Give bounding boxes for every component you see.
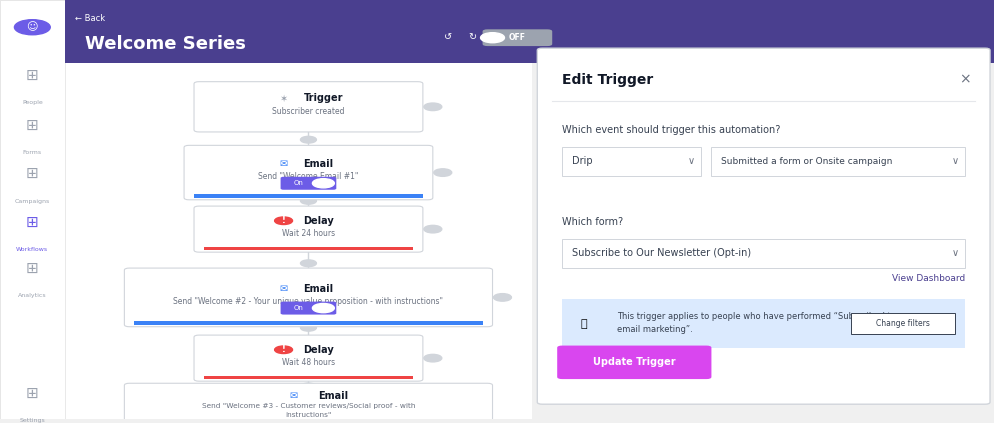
Text: ↻: ↻ [468, 32, 476, 42]
Text: ∨: ∨ [950, 156, 958, 166]
Text: Drip: Drip [572, 156, 592, 166]
Circle shape [480, 33, 504, 43]
Text: On: On [293, 305, 303, 311]
Text: ⊞: ⊞ [26, 166, 39, 181]
Text: Subscribe to Our Newsletter (Opt-in): Subscribe to Our Newsletter (Opt-in) [572, 248, 750, 258]
Text: ⊞: ⊞ [26, 261, 39, 275]
Text: Change filters: Change filters [875, 319, 929, 328]
Text: !: ! [281, 216, 285, 225]
Text: Welcome Series: Welcome Series [84, 35, 246, 53]
Text: On: On [293, 180, 303, 186]
FancyBboxPatch shape [0, 0, 65, 419]
Text: ← Back: ← Back [75, 14, 104, 23]
Text: ↺: ↺ [443, 32, 451, 42]
Text: Which form?: Which form? [562, 217, 622, 227]
Text: Which event should trigger this automation?: Which event should trigger this automati… [562, 125, 779, 135]
Circle shape [15, 20, 50, 35]
Text: View Dashboard: View Dashboard [891, 274, 964, 283]
Circle shape [274, 217, 292, 225]
Text: email marketing”.: email marketing”. [616, 325, 692, 334]
FancyBboxPatch shape [65, 0, 994, 63]
Text: ⊞: ⊞ [26, 118, 39, 133]
Text: Analytics: Analytics [18, 293, 47, 298]
Circle shape [300, 136, 316, 143]
Text: Send "Welcome #2 - Your unique value proposition - with instructions": Send "Welcome #2 - Your unique value pro… [173, 297, 443, 306]
Text: ✶: ✶ [279, 93, 287, 104]
Text: ✉: ✉ [289, 391, 297, 401]
FancyBboxPatch shape [562, 147, 701, 176]
FancyBboxPatch shape [124, 268, 492, 327]
FancyBboxPatch shape [562, 239, 964, 268]
Circle shape [423, 103, 441, 110]
Text: People: People [22, 100, 43, 105]
Text: Email: Email [303, 159, 333, 169]
Circle shape [312, 303, 334, 313]
Text: This trigger applies to people who have performed “Subscribed to: This trigger applies to people who have … [616, 311, 895, 321]
Text: Trigger: Trigger [303, 93, 343, 104]
Text: Campaigns: Campaigns [15, 198, 50, 203]
Text: Email: Email [303, 284, 333, 294]
FancyBboxPatch shape [194, 335, 422, 381]
Text: instructions": instructions" [285, 412, 331, 418]
Text: Send "Welcome Email #1": Send "Welcome Email #1" [258, 172, 358, 181]
Bar [134, 321, 482, 324]
FancyBboxPatch shape [194, 82, 422, 132]
Circle shape [423, 225, 441, 233]
Text: ∨: ∨ [950, 248, 958, 258]
FancyBboxPatch shape [194, 206, 422, 252]
Text: ⊞: ⊞ [26, 386, 39, 401]
Circle shape [274, 346, 292, 354]
Text: OFF: OFF [508, 33, 526, 42]
Text: ⋯: ⋯ [492, 32, 502, 42]
Text: Submitted a form or Onsite campaign: Submitted a form or Onsite campaign [721, 157, 892, 166]
FancyBboxPatch shape [537, 48, 989, 404]
Text: ⊞: ⊞ [26, 68, 39, 83]
FancyBboxPatch shape [184, 146, 432, 200]
Text: Workflows: Workflows [16, 247, 49, 252]
FancyBboxPatch shape [65, 0, 532, 419]
Circle shape [300, 383, 316, 390]
Text: ∨: ∨ [687, 156, 695, 166]
Text: Send "Welcome #3 - Customer reviews/Social proof - with: Send "Welcome #3 - Customer reviews/Soci… [202, 403, 414, 409]
Text: ✉: ✉ [279, 284, 287, 294]
Bar [204, 247, 413, 250]
Text: Wait 24 hours: Wait 24 hours [281, 229, 335, 238]
Bar [194, 194, 422, 198]
Text: Settings: Settings [20, 418, 45, 423]
Circle shape [300, 324, 316, 331]
Text: ⊞: ⊞ [26, 214, 39, 230]
Text: Subscriber created: Subscriber created [272, 107, 344, 115]
Circle shape [433, 169, 451, 176]
Text: Email: Email [318, 391, 348, 401]
Text: Delay: Delay [303, 345, 334, 355]
FancyBboxPatch shape [280, 177, 336, 190]
Circle shape [312, 179, 334, 188]
Text: Delay: Delay [303, 216, 334, 226]
Text: Forms: Forms [23, 151, 42, 155]
Text: ✉: ✉ [279, 159, 287, 169]
FancyBboxPatch shape [124, 383, 492, 423]
Circle shape [300, 260, 316, 266]
Circle shape [493, 294, 511, 301]
Text: 👤: 👤 [580, 319, 586, 329]
FancyBboxPatch shape [562, 299, 964, 348]
FancyBboxPatch shape [711, 147, 964, 176]
Text: Update Trigger: Update Trigger [592, 357, 675, 367]
FancyBboxPatch shape [850, 313, 954, 334]
Text: Edit Trigger: Edit Trigger [562, 73, 653, 87]
Circle shape [300, 198, 316, 204]
Text: !: ! [281, 345, 285, 354]
Text: ☺: ☺ [27, 22, 38, 32]
FancyBboxPatch shape [280, 302, 336, 315]
Text: ×: × [958, 73, 970, 87]
Bar [204, 376, 413, 379]
Text: Wait 48 hours: Wait 48 hours [281, 358, 335, 367]
FancyBboxPatch shape [557, 346, 711, 379]
Circle shape [423, 354, 441, 362]
FancyBboxPatch shape [482, 29, 552, 46]
